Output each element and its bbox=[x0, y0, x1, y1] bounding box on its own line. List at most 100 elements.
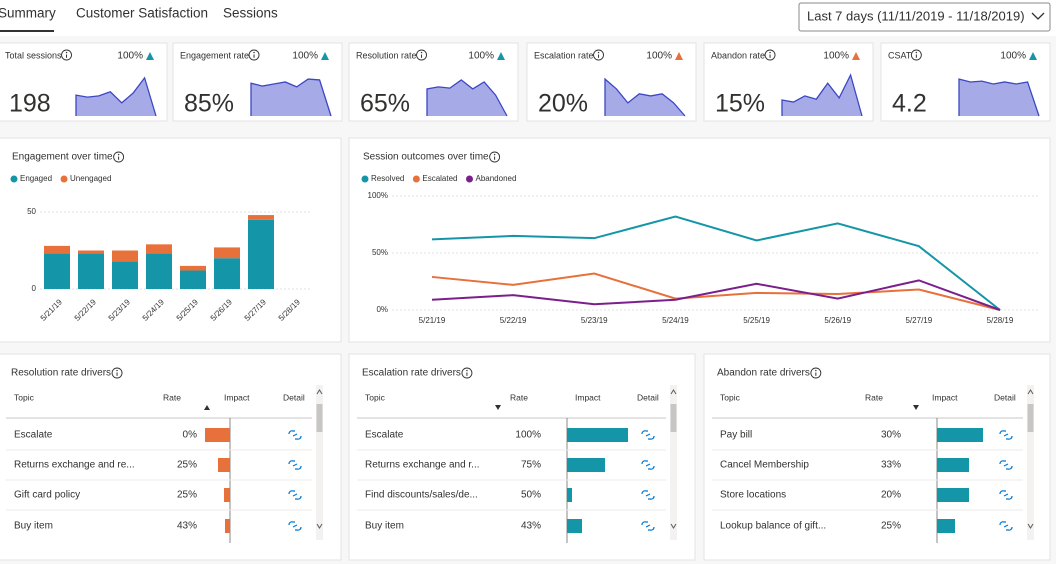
info-icon[interactable] bbox=[593, 49, 604, 61]
bar-segment bbox=[146, 244, 172, 254]
impact-bar bbox=[937, 428, 983, 442]
info-icon[interactable] bbox=[910, 49, 922, 61]
column-header[interactable]: Topic bbox=[365, 392, 386, 402]
column-header[interactable]: Rate bbox=[510, 392, 528, 402]
scrollbar-thumb[interactable] bbox=[316, 404, 323, 432]
info-icon[interactable] bbox=[113, 151, 125, 163]
column-header[interactable]: Topic bbox=[14, 392, 35, 402]
info-icon[interactable] bbox=[489, 151, 501, 163]
tab[interactable]: Summary bbox=[0, 6, 56, 21]
info-icon[interactable] bbox=[764, 49, 776, 61]
column-header[interactable]: Rate bbox=[163, 392, 181, 402]
scroll-down-arrow[interactable] bbox=[316, 523, 323, 529]
info-icon-dot bbox=[420, 51, 423, 54]
kpi-value: 85% bbox=[184, 90, 234, 118]
y-tick-label: 50% bbox=[372, 248, 388, 257]
column-header[interactable]: Detail bbox=[994, 392, 1016, 402]
detail-link-icon[interactable] bbox=[288, 430, 302, 440]
x-tick-label: 5/23/19 bbox=[581, 316, 608, 325]
series-line bbox=[431, 279, 1001, 311]
tab[interactable]: Sessions bbox=[223, 6, 278, 21]
bar-segment bbox=[112, 250, 138, 262]
y-tick-label: 50 bbox=[27, 207, 36, 216]
sparkline-area bbox=[250, 78, 332, 117]
info-icon[interactable] bbox=[61, 49, 72, 61]
kpi-value: 4.2 bbox=[892, 90, 927, 118]
series-line bbox=[431, 215, 1001, 311]
impact-bar bbox=[218, 458, 230, 472]
chart-title: Session outcomes over time bbox=[363, 152, 489, 163]
info-icon[interactable] bbox=[416, 49, 427, 61]
scroll-up-arrow[interactable] bbox=[1027, 389, 1034, 395]
sparkline-area bbox=[958, 78, 1040, 117]
dropdown-text[interactable]: Last 7 days (11/11/2019 - 11/18/2019) bbox=[807, 8, 1025, 23]
rate-cell: 25% bbox=[177, 460, 197, 471]
legend-label: Resolved bbox=[371, 174, 404, 183]
detail-link-icon[interactable] bbox=[641, 460, 655, 470]
impact-bar bbox=[225, 519, 230, 533]
topic-cell: Cancel Membership bbox=[720, 460, 809, 471]
detail-link-icon[interactable] bbox=[288, 521, 302, 531]
chart-card bbox=[0, 137, 342, 343]
info-icon[interactable] bbox=[810, 367, 822, 379]
scroll-down-arrow[interactable] bbox=[670, 523, 677, 529]
info-icon[interactable] bbox=[461, 367, 473, 379]
legend-label: Engaged bbox=[20, 174, 52, 183]
detail-link-icon[interactable] bbox=[641, 521, 655, 531]
scroll-down-arrow[interactable] bbox=[1027, 523, 1034, 529]
legend-label: Unengaged bbox=[70, 174, 111, 183]
impact-bar bbox=[205, 428, 230, 442]
tab[interactable]: Customer Satisfaction bbox=[76, 6, 208, 21]
bar-segment bbox=[214, 247, 240, 259]
x-tick-label: 5/25/19 bbox=[743, 316, 770, 325]
detail-link-icon[interactable] bbox=[999, 430, 1013, 440]
bar-segment bbox=[180, 270, 206, 289]
chevron-icon[interactable] bbox=[1031, 12, 1045, 20]
trend-triangle bbox=[146, 52, 154, 60]
column-header[interactable]: Rate bbox=[865, 392, 883, 402]
legend-dot bbox=[361, 175, 369, 183]
column-header[interactable]: Detail bbox=[637, 392, 659, 402]
info-icon[interactable] bbox=[248, 49, 260, 61]
dropdown-box[interactable] bbox=[798, 2, 1051, 32]
detail-link-icon[interactable] bbox=[999, 460, 1013, 470]
detail-link-icon[interactable] bbox=[999, 490, 1013, 500]
scroll-up-arrow[interactable] bbox=[316, 389, 323, 395]
column-header[interactable]: Impact bbox=[932, 392, 958, 402]
detail-link-icon[interactable] bbox=[641, 430, 655, 440]
impact-bar bbox=[567, 458, 605, 472]
info-icon[interactable] bbox=[111, 367, 123, 379]
scroll-up-arrow[interactable] bbox=[670, 389, 677, 395]
impact-bar bbox=[567, 519, 582, 533]
topic-cell: Returns exchange and r... bbox=[365, 460, 480, 471]
chart-title: Engagement over time bbox=[12, 152, 113, 163]
info-icon-dot bbox=[116, 369, 118, 372]
rate-cell: 43% bbox=[521, 521, 541, 532]
column-header[interactable]: Impact bbox=[575, 392, 601, 402]
chart-card bbox=[348, 137, 1051, 343]
detail-link-icon[interactable] bbox=[641, 490, 655, 500]
scrollbar-track[interactable] bbox=[1027, 385, 1034, 540]
scrollbar-track[interactable] bbox=[316, 385, 323, 540]
bar-segment bbox=[44, 253, 70, 289]
column-header[interactable]: Impact bbox=[224, 392, 250, 402]
sort-arrow bbox=[913, 405, 919, 410]
date-dropdown[interactable]: Last 7 days (11/11/2019 - 11/18/2019) bbox=[798, 2, 1051, 32]
detail-link-icon[interactable] bbox=[999, 521, 1013, 531]
detail-link-icon[interactable] bbox=[288, 460, 302, 470]
legend-label: Escalated bbox=[422, 174, 457, 183]
trend-triangle bbox=[497, 52, 505, 60]
info-icon-dot bbox=[493, 153, 496, 156]
scrollbar-thumb[interactable] bbox=[670, 404, 677, 432]
x-tick-label: 5/27/19 bbox=[906, 316, 933, 325]
column-header[interactable]: Detail bbox=[283, 392, 305, 402]
detail-link-icon[interactable] bbox=[288, 490, 302, 500]
sparkline-area bbox=[604, 77, 686, 117]
column-header[interactable]: Topic bbox=[720, 392, 741, 402]
scrollbar-thumb[interactable] bbox=[1027, 404, 1034, 432]
x-tick-label: 5/21/19 bbox=[419, 316, 446, 325]
kpi-label: Escalation rate bbox=[534, 50, 594, 60]
scrollbar-track[interactable] bbox=[670, 385, 677, 540]
